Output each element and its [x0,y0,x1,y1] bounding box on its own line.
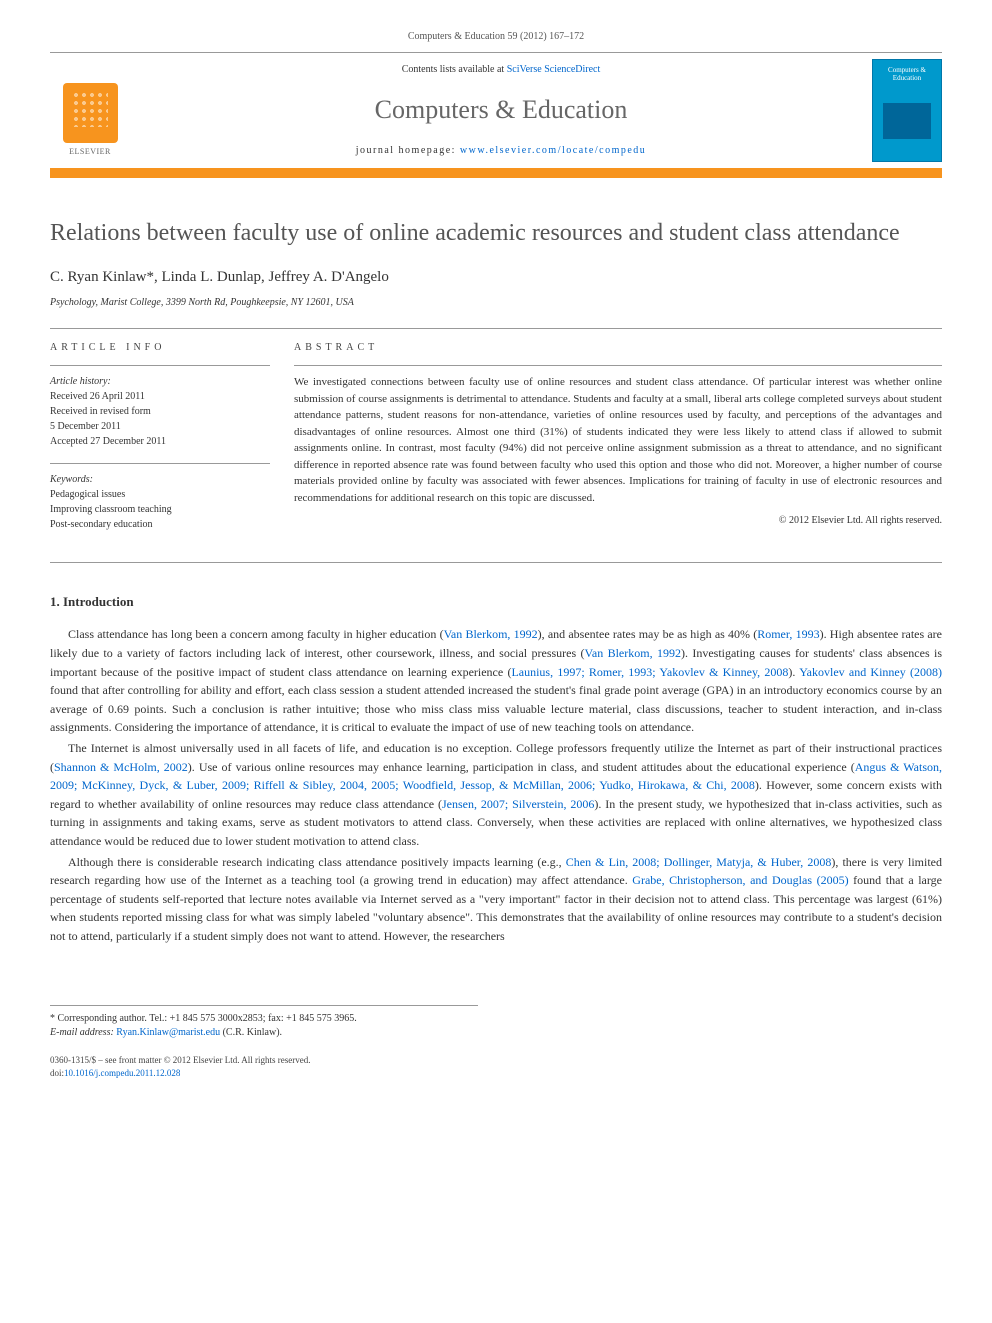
citation-link[interactable]: Romer, 1993 [757,627,819,641]
page-citation-header: Computers & Education 59 (2012) 167–172 [50,30,942,44]
citation-link[interactable]: Chen & Lin, 2008; Dollinger, Matyja, & H… [566,855,832,869]
article-info-label: ARTICLE INFO [50,341,270,355]
email-link[interactable]: Ryan.Kinlaw@marist.edu [116,1027,220,1038]
text-span: ). Use of various online resources may e… [188,760,855,774]
article-info-column: ARTICLE INFO Article history: Received 2… [50,341,270,546]
divider-line [50,562,942,563]
intro-heading: 1. Introduction [50,593,942,611]
masthead-center: Contents lists available at SciVerse Sci… [130,59,872,162]
homepage-prefix: journal homepage: [356,145,460,156]
cover-title: Computers & Education [876,66,938,83]
sciencedirect-link[interactable]: SciVerse ScienceDirect [507,64,601,75]
doi-prefix: doi: [50,1068,64,1078]
accepted-date: Accepted 27 December 2011 [50,434,270,449]
keyword-item: Improving classroom teaching [50,502,270,517]
corresponding-author-note: * Corresponding author. Tel.: +1 845 575… [50,1012,478,1026]
publisher-logo: ELSEVIER [50,59,130,162]
info-abstract-row: ARTICLE INFO Article history: Received 2… [50,341,942,546]
journal-name: Computers & Education [130,92,872,128]
keyword-item: Post-secondary education [50,517,270,532]
body-paragraph: Class attendance has long been a concern… [50,625,942,737]
text-span: ). [788,665,799,679]
elsevier-tree-icon [63,83,118,143]
authors-line: C. Ryan Kinlaw*, Linda L. Dunlap, Jeffre… [50,267,942,288]
contents-line: Contents lists available at SciVerse Sci… [130,63,872,77]
affiliation: Psychology, Marist College, 3399 North R… [50,296,942,310]
keyword-item: Pedagogical issues [50,487,270,502]
email-line: E-mail address: Ryan.Kinlaw@marist.edu (… [50,1026,478,1040]
contents-prefix: Contents lists available at [402,64,507,75]
cover-image-placeholder [883,103,931,139]
article-title: Relations between faculty use of online … [50,218,942,249]
citation-link[interactable]: Launius, 1997; Romer, 1993; Yakovlev & K… [511,665,788,679]
elsevier-label: ELSEVIER [69,146,111,157]
homepage-line: journal homepage: www.elsevier.com/locat… [130,144,872,158]
body-paragraph: Although there is considerable research … [50,853,942,946]
doi-link[interactable]: 10.1016/j.compedu.2011.12.028 [64,1068,180,1078]
doi-line: doi:10.1016/j.compedu.2011.12.028 [50,1067,942,1080]
homepage-link[interactable]: www.elsevier.com/locate/compedu [460,145,646,156]
bottom-metadata: 0360-1315/$ – see front matter © 2012 El… [50,1054,942,1079]
divider-line [50,328,942,329]
email-label: E-mail address: [50,1027,116,1038]
history-label: Article history: [50,374,270,389]
received-date: Received 26 April 2011 [50,389,270,404]
abstract-label: ABSTRACT [294,341,942,355]
orange-divider-bar [50,168,942,178]
journal-cover-thumbnail: Computers & Education [872,59,942,162]
text-span: ), and absentee rates may be as high as … [538,627,758,641]
text-span: Although there is considerable research … [68,855,566,869]
text-span: Class attendance has long been a concern… [68,627,444,641]
abstract-text: We investigated connections between facu… [294,365,942,506]
citation-link[interactable]: Grabe, Christopherson, and Douglas (2005… [632,873,848,887]
citation-link[interactable]: Jensen, 2007; Silverstein, 2006 [442,797,594,811]
issn-line: 0360-1315/$ – see front matter © 2012 El… [50,1054,942,1067]
body-paragraph: The Internet is almost universally used … [50,739,942,851]
abstract-column: ABSTRACT We investigated connections bet… [294,341,942,546]
citation-link[interactable]: Shannon & McHolm, 2002 [54,760,188,774]
email-suffix: (C.R. Kinlaw). [223,1027,282,1038]
citation-link[interactable]: Yakovlev and Kinney (2008) [799,665,942,679]
abstract-copyright: © 2012 Elsevier Ltd. All rights reserved… [294,514,942,528]
article-history-block: Article history: Received 26 April 2011 … [50,365,270,449]
citation-link[interactable]: Van Blerkom, 1992 [585,646,681,660]
keywords-label: Keywords: [50,472,270,487]
journal-masthead: ELSEVIER Contents lists available at Sci… [50,52,942,162]
text-span: found that after controlling for ability… [50,683,942,734]
revised-date: 5 December 2011 [50,419,270,434]
revised-label: Received in revised form [50,404,270,419]
footnotes: * Corresponding author. Tel.: +1 845 575… [50,1005,478,1040]
citation-link[interactable]: Van Blerkom, 1992 [444,627,538,641]
keywords-block: Keywords: Pedagogical issues Improving c… [50,463,270,532]
